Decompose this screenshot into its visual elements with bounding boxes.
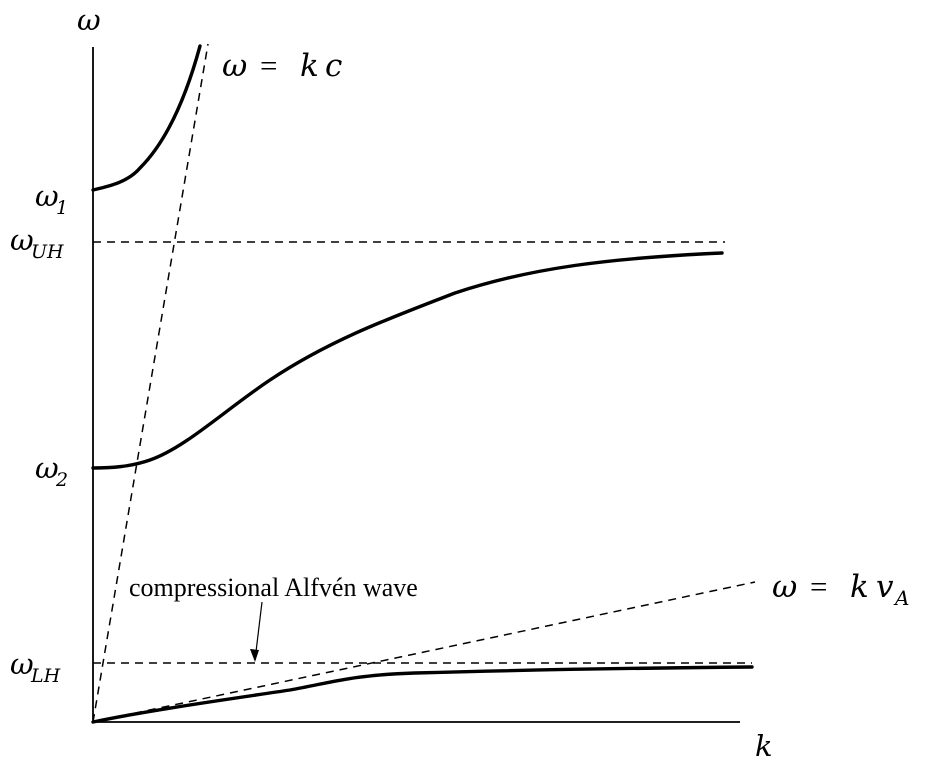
upper-branch-curve (91, 44, 202, 192)
svg-text:ω: ω (35, 179, 59, 213)
light-line-dashed (92, 43, 209, 723)
svg-text:=: = (260, 48, 277, 83)
svg-text:1: 1 (56, 197, 68, 219)
omega-lh-label: ω LH (10, 647, 61, 687)
omega-2-label: ω 2 (35, 451, 68, 491)
svg-text:UH: UH (31, 241, 64, 263)
middle-branch-curve (91, 251, 724, 470)
omega-1-label: ω 1 (35, 179, 68, 219)
svg-text:v: v (876, 569, 894, 605)
svg-text:k: k (850, 569, 869, 605)
svg-text:ω: ω (10, 647, 34, 681)
lower-branch-curve (91, 665, 754, 724)
alfven-line-label: ω = k v A (772, 569, 909, 610)
svg-text:ω: ω (10, 223, 34, 257)
annotation-arrowhead (250, 649, 259, 662)
svg-text:c: c (325, 48, 342, 84)
svg-text:ω: ω (35, 451, 59, 485)
svg-text:LH: LH (30, 665, 61, 687)
svg-text:A: A (893, 586, 909, 610)
svg-text:k: k (300, 48, 319, 84)
svg-text:=: = (810, 569, 827, 604)
light-line-label: ω = k c (222, 48, 342, 84)
svg-text:2: 2 (55, 469, 68, 491)
svg-text:ω: ω (222, 48, 247, 84)
omega-axis-label: ω (77, 3, 101, 37)
svg-text:ω: ω (772, 569, 797, 605)
omega-uh-label: ω UH (10, 223, 64, 263)
compressional-alfven-wave-label: compressional Alfvén wave (129, 573, 418, 602)
alfven-line-dashed (92, 581, 756, 723)
k-axis-label: k (755, 729, 773, 763)
